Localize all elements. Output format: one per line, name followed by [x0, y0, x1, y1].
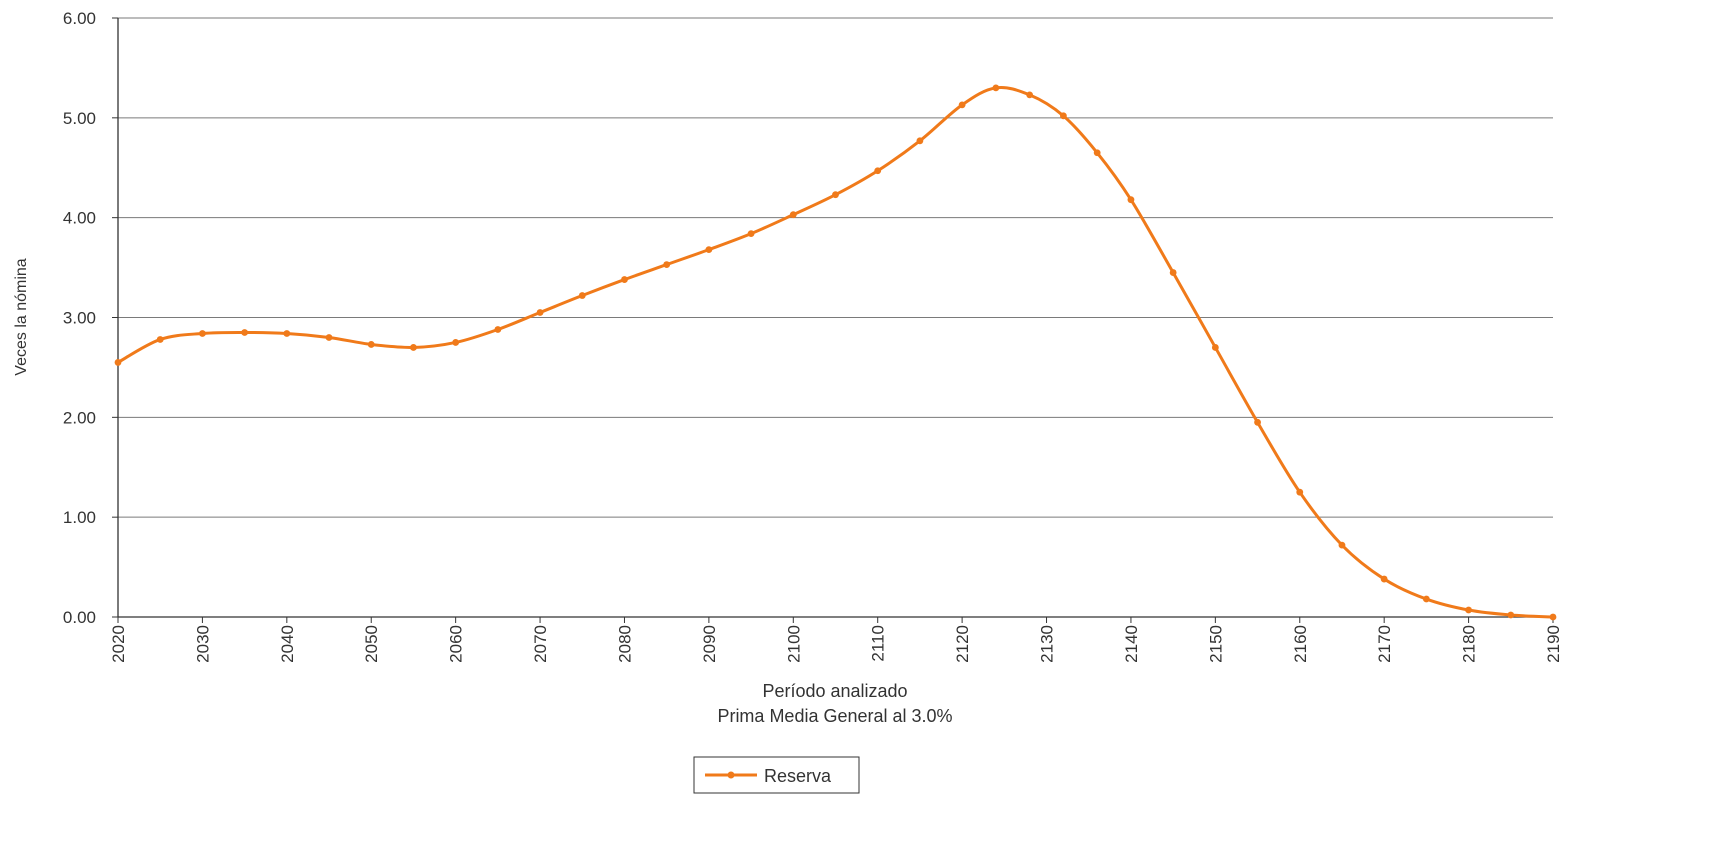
data-point: [1026, 91, 1034, 99]
x-tick-label: 2170: [1375, 625, 1394, 663]
data-point: [199, 330, 206, 337]
data-point: [1296, 488, 1304, 496]
x-tick-label: 2150: [1206, 625, 1225, 663]
x-tick-label: 2120: [953, 625, 972, 663]
x-tick-label: 2040: [278, 625, 297, 663]
y-tick-label: 2.00: [63, 408, 96, 427]
data-point: [874, 167, 882, 175]
x-tick-label: 2020: [109, 625, 128, 663]
x-tick-label: 2140: [1122, 625, 1141, 663]
data-point: [578, 292, 586, 299]
y-tick-label: 3.00: [63, 309, 96, 328]
data-point: [705, 246, 713, 254]
axes: [112, 17, 1554, 623]
data-point: [1507, 611, 1515, 619]
x-tick-labels: 2020 2030 2040 2050 2060 2070 2080 2090 2100 2110…: [109, 625, 1563, 663]
data-point: [283, 330, 291, 337]
data-point: [1211, 344, 1219, 351]
data-point: [1422, 595, 1430, 603]
data-point: [1338, 541, 1346, 549]
data-point: [494, 326, 502, 333]
data-point: [916, 137, 924, 145]
x-tick-label: 2190: [1544, 625, 1563, 663]
data-point: [992, 84, 1000, 92]
x-tick-label: 2160: [1291, 625, 1310, 663]
data-point: [832, 191, 839, 199]
data-point: [452, 339, 460, 346]
data-point: [114, 359, 122, 366]
data-point: [789, 211, 797, 219]
data-point: [747, 230, 755, 238]
x-tick-label: 2090: [700, 625, 719, 663]
data-point: [1093, 149, 1101, 157]
chart-subtitle: Prima Media General al 3.0%: [717, 706, 952, 726]
series-line-reserva: [117, 86, 1554, 619]
y-tick-label: 4.00: [63, 209, 96, 228]
x-tick-label: 2130: [1038, 625, 1057, 663]
legend-label: Reserva: [764, 766, 832, 786]
data-point: [1127, 196, 1135, 204]
data-point: [958, 101, 966, 109]
y-axis-label: Veces la nómina: [13, 258, 30, 376]
data-point: [156, 336, 164, 343]
data-point: [241, 329, 249, 336]
grid-lines: [118, 17, 1553, 518]
x-tick-label: 2060: [447, 625, 466, 663]
data-point: [410, 344, 417, 351]
data-point: [1169, 269, 1177, 276]
data-point: [1380, 575, 1388, 583]
x-axis-label: Período analizado: [762, 681, 907, 701]
y-tick-label: 6.00: [63, 9, 96, 28]
data-point: [1465, 606, 1472, 614]
data-point: [663, 261, 671, 268]
y-tick-label: 5.00: [63, 109, 96, 128]
data-point: [1060, 112, 1067, 120]
x-tick-label: 2080: [615, 625, 634, 663]
x-tick-label: 2070: [531, 625, 550, 663]
y-tick-label: 1.00: [63, 508, 96, 527]
x-tick-label: 2110: [869, 625, 888, 662]
series-layer: [114, 84, 1557, 621]
x-tick-label: 2180: [1460, 625, 1479, 663]
data-point: [621, 276, 628, 283]
data-point: [536, 309, 544, 316]
data-point: [1254, 418, 1261, 426]
x-tick-label: 2030: [193, 625, 212, 663]
legend-marker: [727, 771, 735, 779]
x-tick-label: 2050: [362, 625, 381, 663]
data-point: [1549, 613, 1557, 621]
data-point: [367, 341, 375, 348]
data-point: [325, 334, 333, 341]
legend: Reserva: [693, 756, 860, 794]
y-tick-label: 0.00: [63, 608, 96, 627]
y-tick-labels: 0.00 1.00 2.00 3.00 4.00 5.00 6.00: [63, 9, 96, 627]
x-tick-label: 2100: [784, 625, 803, 663]
